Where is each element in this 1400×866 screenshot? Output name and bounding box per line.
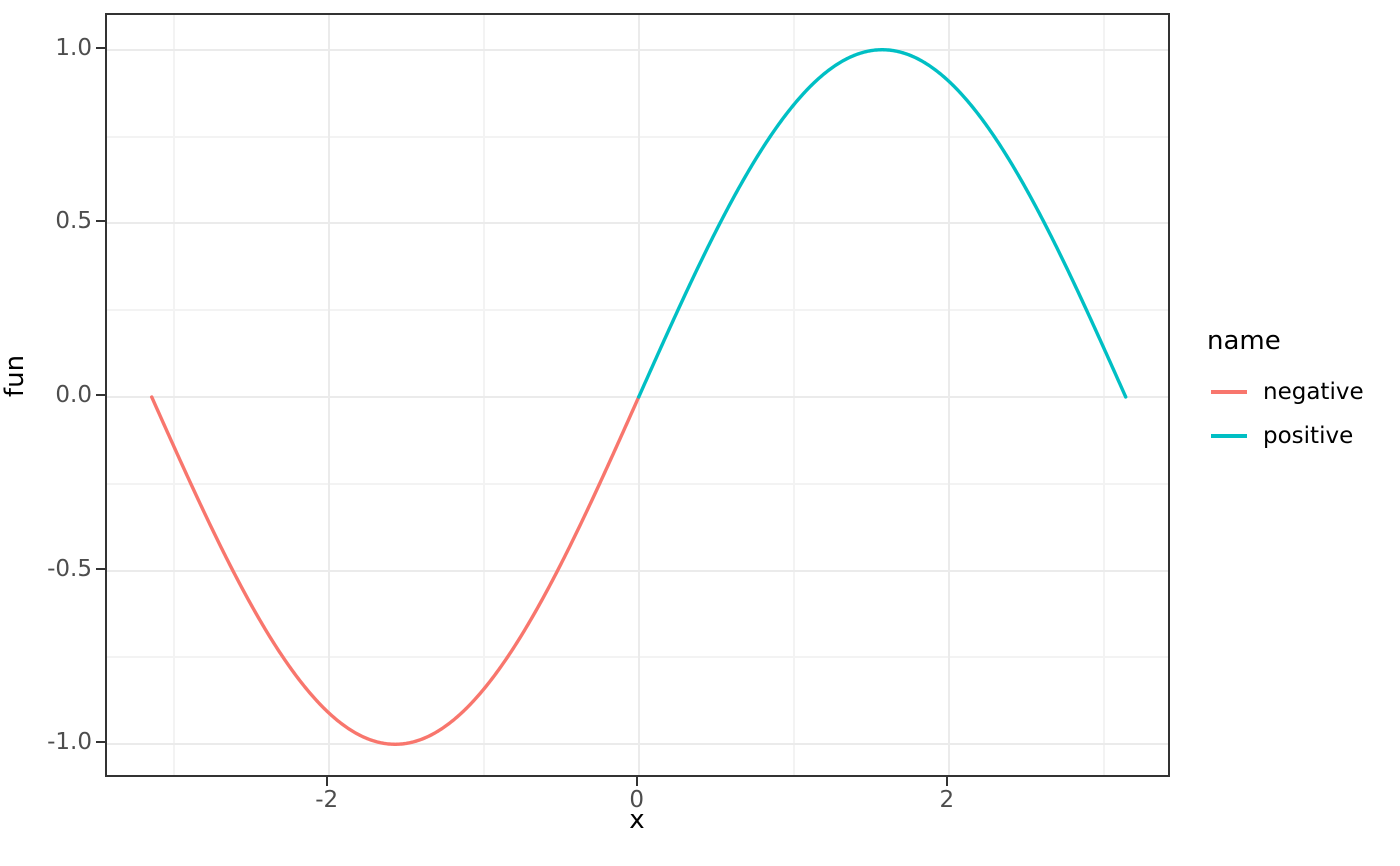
series-line-positive [637, 48, 1128, 399]
legend-line-icon [1211, 434, 1247, 438]
gridline-minor-horizontal [107, 135, 1168, 138]
gridline-minor-horizontal [107, 309, 1168, 312]
x-axis-title: x [629, 805, 645, 835]
x-tick-mark [635, 777, 638, 786]
series-line-negative [150, 395, 641, 746]
x-tick-mark [945, 777, 948, 786]
y-tick-label: 1.0 [55, 34, 92, 61]
y-tick-mark [96, 220, 105, 223]
y-tick-label: 0.0 [55, 382, 92, 408]
y-tick-label: -0.5 [47, 555, 92, 582]
x-tick-label: -2 [315, 787, 339, 813]
legend-items: negative positive [1207, 370, 1364, 458]
plot-panel [105, 13, 1170, 777]
gridline-major-horizontal [107, 222, 1168, 225]
y-tick-label: -1.0 [47, 729, 92, 756]
gridline-minor-vertical [172, 15, 175, 775]
y-tick-mark [96, 567, 105, 570]
y-tick-mark [96, 741, 105, 744]
legend-label: positive [1263, 423, 1354, 449]
gridline-major-horizontal [107, 743, 1168, 746]
gridline-minor-vertical [792, 15, 795, 775]
gridline-minor-horizontal [107, 656, 1168, 659]
legend-key-negative [1207, 370, 1251, 414]
gridline-minor-vertical [1102, 15, 1105, 775]
x-tick-label: 0 [629, 787, 645, 813]
y-axis-title: fun [0, 354, 30, 398]
y-tick-mark [96, 46, 105, 49]
y-tick-mark [96, 394, 105, 396]
legend-label: negative [1263, 379, 1364, 405]
y-tick-label: 0.5 [55, 208, 92, 235]
gridline-major-horizontal [107, 569, 1168, 572]
data-layer [150, 48, 1128, 746]
gridline-major-vertical [947, 15, 950, 775]
x-tick-mark [325, 777, 328, 786]
legend-item-positive[interactable]: positive [1207, 414, 1364, 458]
gridline-minor-vertical [482, 15, 485, 775]
gridline-minor-horizontal [107, 482, 1168, 485]
gridline-major-horizontal [107, 48, 1168, 51]
gridline-major-vertical [327, 15, 330, 775]
legend: name negative positive [1207, 326, 1364, 458]
legend-key-positive [1207, 414, 1251, 458]
legend-line-icon [1211, 390, 1247, 394]
legend-title: name [1207, 326, 1281, 356]
x-tick-label: 2 [939, 787, 955, 813]
legend-item-negative[interactable]: negative [1207, 370, 1364, 414]
